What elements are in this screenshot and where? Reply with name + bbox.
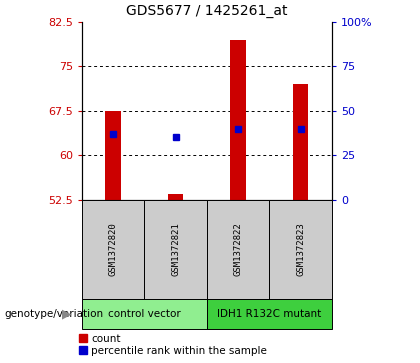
Bar (207, 200, 269, 299)
Text: GSM1372820: GSM1372820 (109, 223, 118, 277)
Legend: count, percentile rank within the sample: count, percentile rank within the sample (79, 334, 267, 356)
Text: IDH1 R132C mutant: IDH1 R132C mutant (217, 309, 321, 319)
Text: GSM1372823: GSM1372823 (296, 223, 305, 277)
Bar (105, 111, 121, 200)
Bar (230, 40, 246, 200)
Bar (82, 200, 144, 299)
Bar (144, 200, 207, 299)
Bar (207, 299, 332, 329)
Title: GDS5677 / 1425261_at: GDS5677 / 1425261_at (126, 4, 288, 18)
Text: GSM1372822: GSM1372822 (234, 223, 243, 277)
Bar (269, 200, 332, 299)
Bar (168, 194, 184, 200)
Text: GSM1372821: GSM1372821 (171, 223, 180, 277)
Bar (293, 84, 308, 200)
Bar (82, 299, 207, 329)
Text: genotype/variation: genotype/variation (4, 309, 103, 319)
Text: control vector: control vector (108, 309, 181, 319)
Text: ▶: ▶ (63, 307, 72, 321)
